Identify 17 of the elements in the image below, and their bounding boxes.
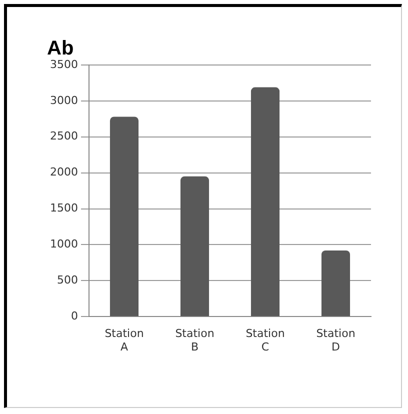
y-tick-label: 1000 (50, 238, 78, 251)
bar (250, 87, 280, 316)
y-tick-label: 2000 (50, 166, 78, 179)
y-axis-title: Ab (47, 38, 74, 60)
x-tick-label: Station D (316, 327, 356, 354)
y-tick-label: 0 (70, 309, 78, 322)
x-tick-label: Station B (175, 327, 214, 354)
y-tick-label: 2500 (50, 130, 78, 143)
y-tick-label: 1500 (50, 202, 78, 215)
bar (321, 250, 350, 316)
x-tick-label: Station A (104, 327, 144, 354)
y-tick-label: 3000 (50, 94, 78, 107)
bar (180, 176, 210, 316)
y-tick-label: 500 (56, 274, 78, 287)
bar (110, 116, 139, 316)
x-tick-label: Station C (246, 327, 285, 354)
y-tick-label: 3500 (50, 58, 78, 71)
